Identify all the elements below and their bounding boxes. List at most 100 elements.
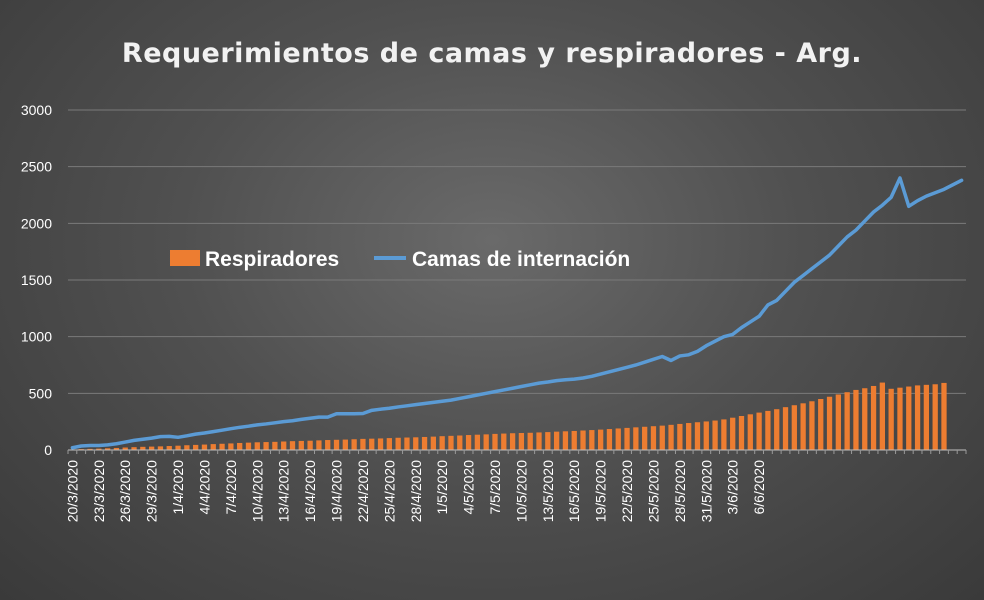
bar-respiradores bbox=[615, 428, 621, 450]
bars-respiradores bbox=[69, 382, 947, 450]
gridlines bbox=[68, 109, 966, 394]
bar-respiradores bbox=[606, 429, 613, 450]
x-tick-label: 1/4/2020 bbox=[170, 460, 186, 515]
line-camas bbox=[70, 176, 964, 450]
x-tick-label: 19/4/2020 bbox=[329, 460, 345, 522]
bar-respiradores bbox=[721, 419, 727, 450]
bar-respiradores bbox=[104, 448, 111, 450]
bar-respiradores bbox=[474, 434, 481, 450]
x-tick-label: 16/4/2020 bbox=[302, 460, 318, 522]
bar-respiradores bbox=[386, 438, 392, 450]
bar-respiradores bbox=[413, 437, 419, 450]
bar-respiradores bbox=[325, 440, 331, 450]
x-tick-label: 3/6/2020 bbox=[725, 460, 741, 515]
x-tick-label: 7/5/2020 bbox=[487, 460, 503, 515]
bar-respiradores bbox=[897, 387, 903, 450]
bar-respiradores bbox=[703, 421, 709, 450]
bar-respiradores bbox=[157, 446, 164, 450]
x-tick-label: 1/5/2020 bbox=[434, 460, 450, 515]
bar-respiradores bbox=[492, 433, 498, 450]
x-tick-label: 10/5/2020 bbox=[513, 460, 529, 522]
x-tick-label: 29/3/2020 bbox=[144, 460, 160, 522]
bar-respiradores bbox=[483, 434, 489, 450]
x-tick-label: 26/3/2020 bbox=[117, 460, 133, 522]
bar-respiradores bbox=[113, 447, 120, 450]
bar-respiradores bbox=[175, 445, 181, 450]
bar-respiradores bbox=[237, 442, 243, 450]
x-tick-label: 19/5/2020 bbox=[593, 460, 609, 522]
bar-respiradores bbox=[765, 410, 771, 450]
bar-respiradores bbox=[254, 442, 260, 450]
x-tick-label: 20/3/2020 bbox=[64, 460, 80, 522]
bar-respiradores bbox=[501, 433, 507, 450]
bar-respiradores bbox=[835, 394, 841, 450]
bar-respiradores bbox=[536, 432, 542, 450]
bar-respiradores bbox=[87, 448, 93, 450]
bar-respiradores bbox=[166, 446, 172, 450]
bar-respiradores bbox=[712, 420, 718, 450]
legend-label-respiradores: Respiradores bbox=[205, 248, 339, 271]
x-tick-label: 16/5/2020 bbox=[566, 460, 582, 522]
bar-respiradores bbox=[791, 405, 797, 450]
line-camas-de-internacion bbox=[70, 176, 964, 450]
bar-respiradores bbox=[870, 385, 877, 450]
bar-respiradores bbox=[826, 396, 833, 450]
x-tick-label: 6/6/2020 bbox=[751, 460, 767, 515]
bar-respiradores bbox=[906, 386, 912, 450]
bar-respiradores bbox=[650, 426, 657, 450]
bar-respiradores bbox=[571, 430, 577, 450]
bar-respiradores bbox=[730, 417, 736, 450]
bar-respiradores bbox=[659, 425, 665, 450]
bar-respiradores bbox=[677, 423, 683, 450]
bar-respiradores bbox=[809, 401, 815, 450]
y-tick-label: 2000 bbox=[21, 215, 52, 231]
bar-respiradores bbox=[201, 444, 208, 450]
x-tick-label: 28/4/2020 bbox=[408, 460, 424, 522]
bar-respiradores bbox=[210, 444, 216, 450]
bar-respiradores bbox=[377, 438, 384, 450]
bar-respiradores bbox=[941, 382, 947, 450]
y-tick-label: 500 bbox=[29, 385, 53, 401]
x-tick-label: 4/4/2020 bbox=[196, 460, 212, 515]
bar-respiradores bbox=[642, 426, 648, 450]
bar-respiradores bbox=[774, 409, 780, 450]
bar-respiradores bbox=[131, 447, 137, 450]
x-tick-label: 22/4/2020 bbox=[355, 460, 371, 522]
bar-respiradores bbox=[738, 416, 745, 450]
bar-respiradores bbox=[800, 403, 806, 450]
bar-respiradores bbox=[747, 414, 753, 450]
bar-respiradores bbox=[193, 444, 199, 450]
x-tick-label: 25/5/2020 bbox=[645, 460, 661, 522]
bar-respiradores bbox=[272, 441, 278, 450]
bar-respiradores bbox=[421, 436, 428, 450]
chart-title: Requerimientos de camas y respiradores -… bbox=[121, 38, 863, 69]
bar-respiradores bbox=[219, 443, 225, 450]
bar-respiradores bbox=[782, 407, 789, 450]
bar-respiradores bbox=[448, 435, 454, 450]
bar-respiradores bbox=[457, 435, 463, 450]
x-tick-label: 23/3/2020 bbox=[91, 460, 107, 522]
legend-swatch-respiradores bbox=[170, 250, 200, 266]
bar-respiradores bbox=[844, 392, 850, 450]
bar-respiradores bbox=[509, 433, 516, 450]
x-tick-label: 28/5/2020 bbox=[672, 460, 688, 522]
bar-respiradores bbox=[527, 432, 533, 450]
bar-respiradores bbox=[404, 437, 410, 450]
bar-respiradores bbox=[914, 385, 921, 450]
x-tick-label: 7/4/2020 bbox=[223, 460, 239, 515]
y-tick-label: 1500 bbox=[21, 272, 52, 288]
legend-label-camas: Camas de internación bbox=[412, 248, 630, 271]
bar-respiradores bbox=[932, 384, 938, 450]
bar-respiradores bbox=[298, 440, 304, 450]
x-tick-label: 4/5/2020 bbox=[461, 460, 477, 515]
legend: Respiradores Camas de internación bbox=[170, 248, 630, 271]
x-tick-label: 25/4/2020 bbox=[381, 460, 397, 522]
x-tick-label: 10/4/2020 bbox=[249, 460, 265, 522]
bar-respiradores bbox=[624, 427, 630, 450]
bar-respiradores bbox=[342, 439, 348, 450]
bar-respiradores bbox=[633, 427, 639, 450]
bar-respiradores bbox=[369, 438, 375, 450]
bar-respiradores bbox=[430, 436, 437, 450]
